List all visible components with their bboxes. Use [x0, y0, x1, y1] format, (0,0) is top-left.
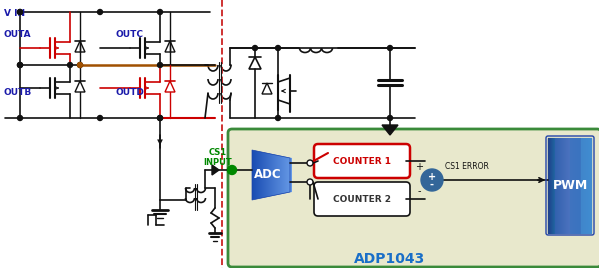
Text: V IN: V IN: [4, 9, 25, 18]
Polygon shape: [256, 151, 257, 199]
Text: OUTB: OUTB: [4, 88, 32, 97]
Circle shape: [98, 116, 102, 121]
Polygon shape: [260, 152, 261, 198]
Polygon shape: [382, 125, 398, 135]
Polygon shape: [277, 155, 278, 195]
Polygon shape: [266, 153, 267, 197]
Text: -: -: [418, 186, 420, 196]
Circle shape: [98, 9, 102, 14]
Text: COUNTER 2: COUNTER 2: [333, 195, 391, 203]
Text: -: -: [430, 180, 434, 190]
Polygon shape: [212, 165, 219, 175]
Text: COUNTER 1: COUNTER 1: [333, 157, 391, 166]
Circle shape: [228, 166, 237, 174]
Polygon shape: [278, 155, 279, 195]
Polygon shape: [274, 154, 275, 196]
Polygon shape: [275, 155, 276, 195]
Polygon shape: [263, 152, 264, 198]
Circle shape: [17, 62, 23, 68]
Polygon shape: [281, 156, 282, 194]
Circle shape: [307, 179, 313, 185]
Text: +: +: [428, 172, 436, 182]
Polygon shape: [270, 154, 271, 196]
Polygon shape: [265, 152, 266, 198]
Polygon shape: [291, 158, 292, 192]
Polygon shape: [272, 154, 273, 196]
Polygon shape: [271, 154, 272, 196]
Circle shape: [158, 9, 162, 14]
Circle shape: [17, 9, 23, 14]
Polygon shape: [261, 152, 262, 198]
Circle shape: [307, 160, 313, 166]
Circle shape: [17, 9, 23, 14]
Text: PWM: PWM: [552, 179, 588, 192]
Polygon shape: [287, 157, 288, 193]
Circle shape: [158, 116, 162, 121]
Polygon shape: [259, 151, 260, 199]
Circle shape: [276, 116, 280, 121]
Circle shape: [77, 62, 83, 68]
Text: ADP1043: ADP1043: [355, 252, 426, 266]
Polygon shape: [286, 157, 287, 193]
Polygon shape: [284, 157, 285, 193]
Polygon shape: [254, 150, 255, 200]
Polygon shape: [273, 154, 274, 196]
Circle shape: [276, 46, 280, 50]
Polygon shape: [282, 156, 283, 194]
Circle shape: [17, 62, 23, 68]
Text: ADC: ADC: [254, 169, 282, 181]
Text: OUTA: OUTA: [4, 30, 32, 39]
Polygon shape: [255, 151, 256, 199]
Text: OUTD: OUTD: [115, 88, 144, 97]
Polygon shape: [283, 156, 284, 194]
FancyBboxPatch shape: [228, 129, 599, 267]
Circle shape: [68, 62, 72, 68]
Circle shape: [388, 116, 392, 121]
Circle shape: [158, 116, 162, 121]
Polygon shape: [258, 151, 259, 199]
Polygon shape: [279, 155, 280, 195]
Circle shape: [421, 169, 443, 191]
Polygon shape: [264, 152, 265, 198]
Polygon shape: [268, 153, 269, 197]
Polygon shape: [280, 156, 281, 194]
Circle shape: [253, 46, 258, 50]
Circle shape: [388, 46, 392, 50]
Text: CS1 ERROR: CS1 ERROR: [445, 162, 489, 171]
Polygon shape: [253, 150, 254, 200]
FancyBboxPatch shape: [314, 144, 410, 178]
Polygon shape: [262, 152, 263, 198]
Polygon shape: [288, 157, 289, 193]
Polygon shape: [276, 155, 277, 195]
Polygon shape: [285, 157, 286, 193]
Circle shape: [158, 62, 162, 68]
Polygon shape: [269, 153, 270, 197]
Polygon shape: [257, 151, 258, 199]
Text: OUTC: OUTC: [115, 30, 143, 39]
Text: CS1
INPUT: CS1 INPUT: [204, 148, 232, 168]
FancyBboxPatch shape: [314, 182, 410, 216]
Circle shape: [77, 62, 83, 68]
Polygon shape: [267, 153, 268, 197]
Polygon shape: [290, 158, 291, 192]
Polygon shape: [289, 157, 290, 193]
Text: +: +: [415, 162, 423, 172]
Circle shape: [17, 116, 23, 121]
Polygon shape: [252, 150, 253, 200]
